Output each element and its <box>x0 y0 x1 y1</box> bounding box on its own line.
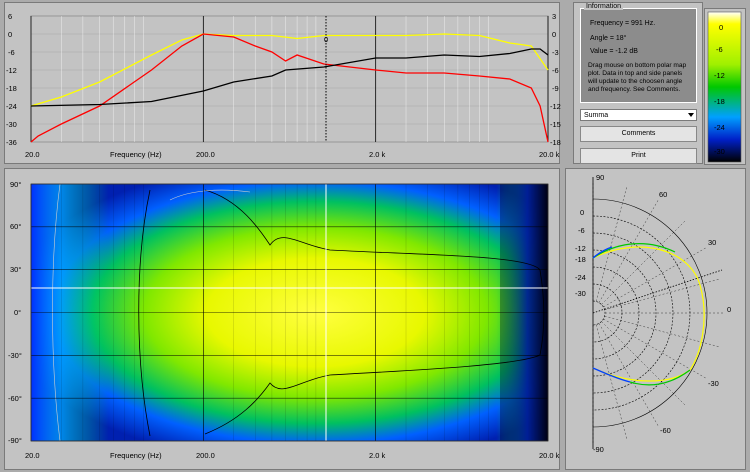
information-box <box>580 8 697 103</box>
print-button[interactable]: Print <box>580 148 697 164</box>
frequency-readout: Frequency = 991 Hz. <box>590 20 656 27</box>
mode-select-value: Summa <box>584 112 609 119</box>
polar-map-panel <box>4 168 560 470</box>
value-readout: Value = -1.2 dB <box>590 48 638 55</box>
chevron-down-icon[interactable] <box>688 113 694 117</box>
information-title: Information <box>584 3 624 10</box>
polar-plot-panel <box>565 168 746 470</box>
top-chart-panel <box>4 2 560 164</box>
mode-select[interactable]: Summa <box>580 109 697 121</box>
comments-button[interactable]: Comments <box>580 126 697 142</box>
help-note: Drag mouse on bottom polar map plot. Dat… <box>588 62 687 93</box>
colorbar-panel <box>704 8 746 165</box>
angle-readout: Angle = 18° <box>590 35 627 42</box>
